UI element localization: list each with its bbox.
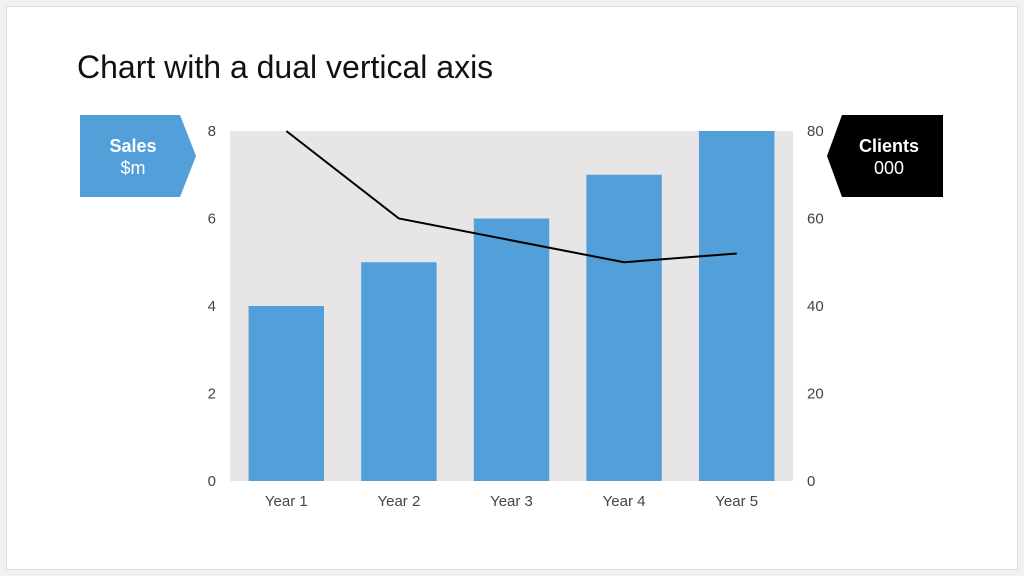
left-tick-6: 6 — [208, 211, 216, 228]
right-axis-tag-shape — [827, 115, 943, 197]
bar-2 — [361, 262, 437, 481]
page-title: Chart with a dual vertical axis — [77, 49, 494, 85]
left-axis-tag: Sales $m — [80, 115, 196, 197]
bar-group — [248, 131, 775, 481]
left-axis-ticks: 0 2 4 6 8 — [208, 123, 216, 490]
bar-1 — [248, 306, 325, 481]
left-axis-tag-unit: $m — [120, 158, 145, 178]
right-tick-40: 40 — [807, 298, 824, 315]
x-tick-1: Year 1 — [265, 493, 308, 510]
left-tick-0: 0 — [208, 473, 216, 490]
left-axis-tag-shape — [80, 115, 196, 197]
right-tick-60: 60 — [807, 211, 824, 228]
right-axis-ticks: 0 20 40 60 80 — [807, 123, 824, 490]
x-tick-5: Year 5 — [715, 493, 758, 510]
left-tick-4: 4 — [208, 298, 216, 315]
right-tick-80: 80 — [807, 123, 824, 140]
right-axis-tag: Clients 000 — [827, 115, 943, 197]
right-tick-0: 0 — [807, 473, 815, 490]
x-tick-3: Year 3 — [490, 493, 533, 510]
right-tick-20: 20 — [807, 386, 824, 403]
left-axis-tag-title: Sales — [109, 136, 156, 156]
left-tick-8: 8 — [208, 123, 216, 140]
x-axis-ticks: Year 1 Year 2 Year 3 Year 4 Year 5 — [265, 493, 758, 510]
right-axis-tag-unit: 000 — [874, 158, 904, 178]
left-tick-2: 2 — [208, 386, 216, 403]
line-group — [285, 130, 737, 264]
bar-3 — [473, 218, 550, 481]
bar-5 — [698, 131, 775, 481]
bar-4 — [586, 174, 662, 481]
x-tick-2: Year 2 — [377, 493, 420, 510]
x-tick-4: Year 4 — [603, 493, 646, 510]
right-axis-tag-title: Clients — [859, 136, 919, 156]
